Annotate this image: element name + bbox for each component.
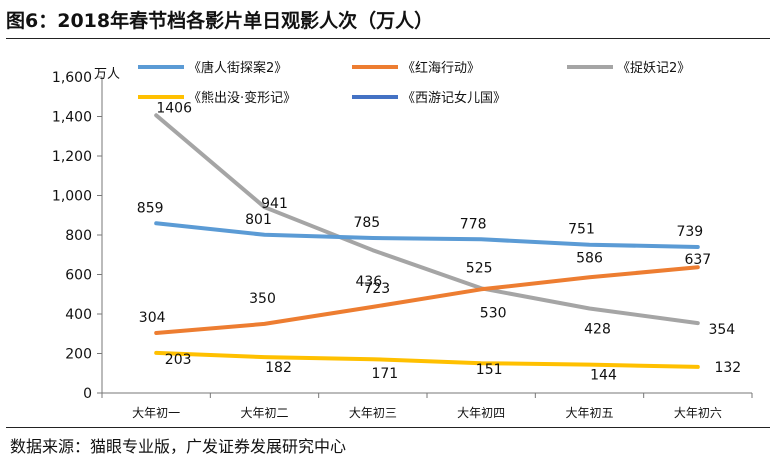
legend-label: 《西游记女儿国》 <box>402 90 506 106</box>
series-line-1 <box>154 265 700 335</box>
data-label: 171 <box>371 366 398 382</box>
series-line-0 <box>154 221 700 249</box>
data-label: 739 <box>676 224 703 240</box>
data-label: 304 <box>139 310 166 326</box>
data-label: 354 <box>708 322 735 338</box>
y-axis-unit-label: 万人 <box>94 67 120 82</box>
x-tick-label: 大年初一 <box>132 406 180 420</box>
chart-title: 图6：2018年春节档各影片单日观影人次（万人） <box>6 10 434 32</box>
y-tick-label: 200 <box>65 347 92 363</box>
x-tick-label: 大年初二 <box>240 406 288 420</box>
legend-label: 《唐人街探案2》 <box>188 60 287 76</box>
legend-label: 《红海行动》 <box>402 60 480 76</box>
source-rule <box>6 427 770 428</box>
data-label: 941 <box>261 196 288 212</box>
x-tick-label: 大年初五 <box>565 406 613 420</box>
y-tick-label: 1,000 <box>52 189 92 205</box>
data-label: 132 <box>714 360 741 376</box>
y-tick-label: 1,600 <box>52 70 92 86</box>
data-label: 723 <box>363 281 390 297</box>
source-note: 数据来源：猫眼专业版，广发证券发展研究中心 <box>10 437 347 456</box>
data-label: 436 <box>355 274 382 290</box>
legend-label: 《熊出没·变形记》 <box>188 90 296 106</box>
y-tick-label: 800 <box>65 228 92 244</box>
data-label: 785 <box>353 215 380 231</box>
y-tick-label: 600 <box>65 268 92 284</box>
data-label: 778 <box>460 216 487 232</box>
data-label: 530 <box>480 305 507 321</box>
data-label: 637 <box>684 252 711 268</box>
data-label: 182 <box>265 360 292 376</box>
data-label: 1406 <box>156 100 192 116</box>
data-label: 144 <box>590 368 617 384</box>
data-label: 859 <box>137 200 164 216</box>
data-label: 801 <box>245 212 272 228</box>
x-tick-label: 大年初三 <box>349 406 397 420</box>
y-tick-label: 0 <box>83 386 92 402</box>
data-label: 525 <box>466 260 493 276</box>
title-rule <box>6 38 770 39</box>
legend-label: 《捉妖记2》 <box>617 61 690 76</box>
y-tick-label: 400 <box>65 307 92 323</box>
data-label: 428 <box>584 321 611 337</box>
data-label: 751 <box>568 222 595 238</box>
series-line-3 <box>154 350 700 369</box>
y-tick-label: 1,200 <box>52 149 92 165</box>
series-line-2 <box>154 113 700 326</box>
data-label: 350 <box>249 291 276 307</box>
x-tick-label: 大年初四 <box>457 406 505 420</box>
data-label: 151 <box>476 362 503 378</box>
y-tick-label: 1,400 <box>52 110 92 126</box>
data-label: 203 <box>165 352 192 368</box>
x-tick-label: 大年初六 <box>674 406 722 420</box>
data-label: 586 <box>576 250 603 266</box>
